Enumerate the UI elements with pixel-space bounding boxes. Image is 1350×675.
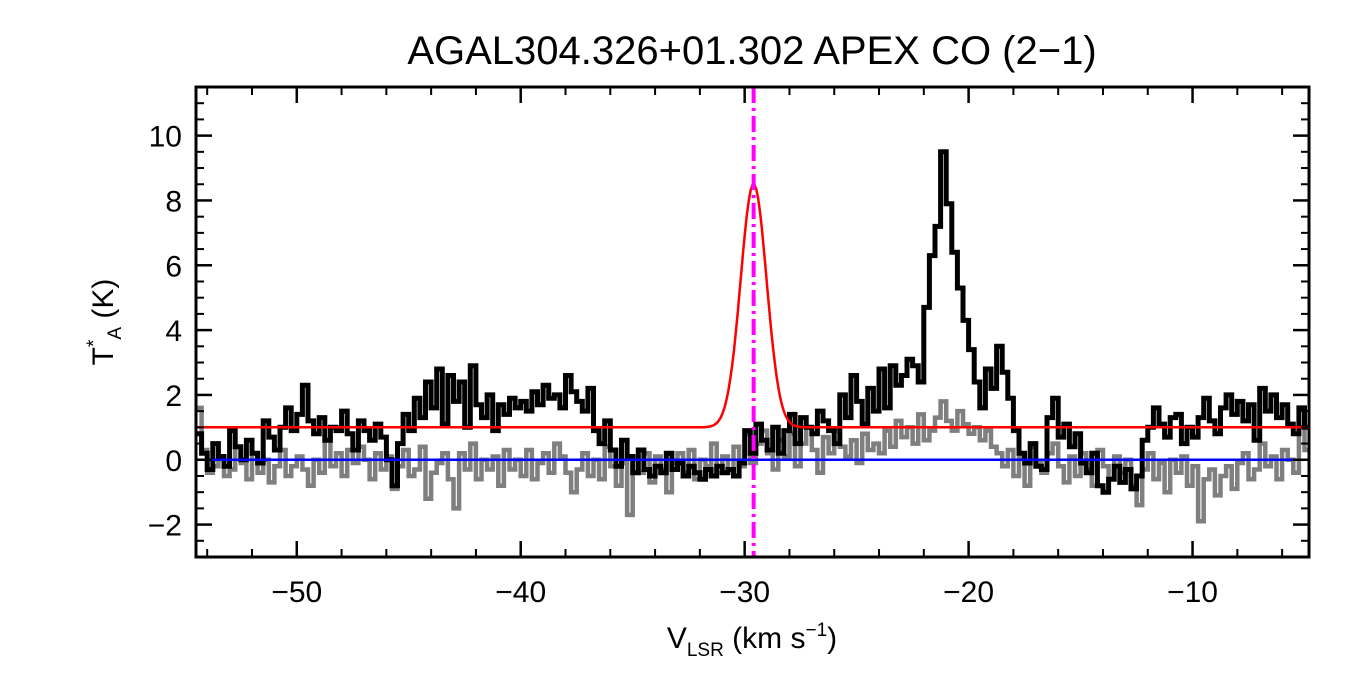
series-group [196,87,1309,557]
y-tick-label: −2 [148,510,182,543]
x-tick-label: −20 [943,576,994,609]
y-tick-label: 10 [149,121,182,154]
second-spectrum-line [196,399,1309,524]
y-tick-label: 2 [165,380,182,413]
x-axis-label-subscript: LSR [687,640,724,661]
y-tick-label: 4 [165,315,182,348]
x-tick-label: −50 [271,576,322,609]
y-tick-label: 0 [165,445,182,478]
y-axis-label-units: (K) [87,279,120,327]
x-axis-label-superscript: −1 [805,620,827,641]
y-axis-label-main: T [87,347,120,365]
x-axis-label-units: (km s [724,622,806,655]
y-axis-label-subscript: A [105,327,126,340]
x-tick-label: −10 [1167,576,1218,609]
plot-frame [194,85,1311,559]
y-axis-label: T*A (K) [84,279,126,366]
plot-area [196,87,1309,557]
y-tick-label: 8 [165,185,182,218]
x-tick-label: −40 [495,576,546,609]
observed-spectrum-line [196,149,1309,495]
y-tick-label: 6 [165,250,182,283]
chart-title: AGAL304.326+01.302 APEX CO (2−1) [407,29,1096,73]
x-tick-label: −30 [719,576,770,609]
x-axis-label: VLSR (km s−1) [667,620,837,661]
x-axis-label-main: V [667,622,687,655]
y-axis-label-superscript: * [84,339,105,347]
x-axis-label-close: ) [827,622,837,655]
